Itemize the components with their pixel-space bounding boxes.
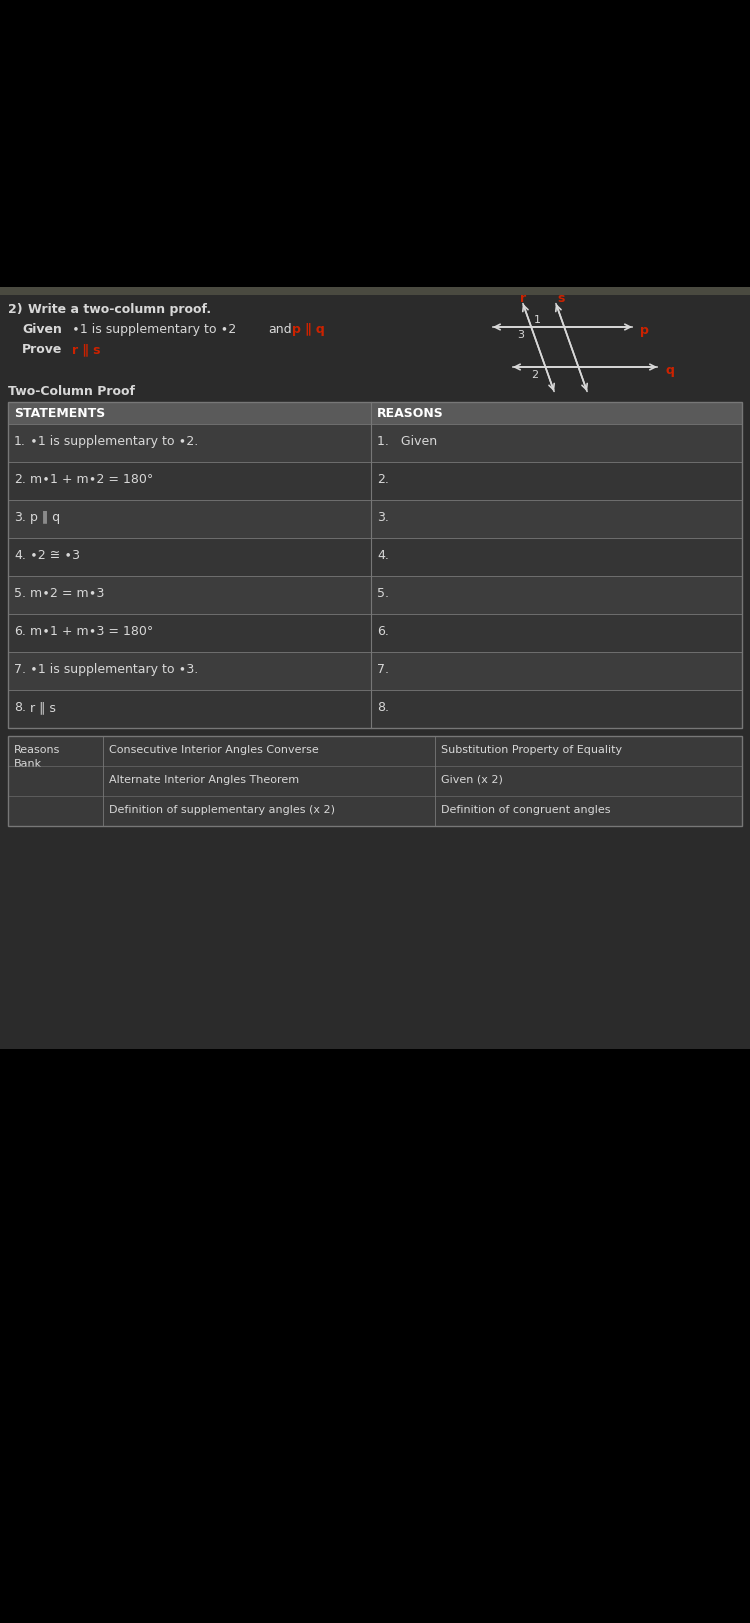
- Text: 6.: 6.: [377, 625, 388, 638]
- Bar: [0, 295, 750, 1050]
- Text: 6.: 6.: [14, 625, 26, 638]
- Bar: [8, 403, 742, 729]
- Text: Two-Column Proof: Two-Column Proof: [8, 385, 135, 398]
- Text: Bank: Bank: [14, 758, 42, 769]
- Text: q: q: [665, 364, 674, 377]
- Text: ∙1 is supplementary to ∙2.: ∙1 is supplementary to ∙2.: [30, 435, 198, 448]
- Text: m∙1 + m∙3 = 180°: m∙1 + m∙3 = 180°: [30, 625, 153, 638]
- Bar: [8, 463, 742, 500]
- Text: Definition of congruent angles: Definition of congruent angles: [441, 805, 610, 815]
- Bar: [8, 690, 742, 729]
- Text: r: r: [520, 292, 526, 305]
- Bar: [8, 403, 742, 425]
- Text: m∙2 = m∙3: m∙2 = m∙3: [30, 586, 104, 599]
- Bar: [8, 652, 742, 690]
- Text: 2.: 2.: [14, 472, 26, 485]
- Bar: [8, 737, 742, 826]
- Text: Alternate Interior Angles Theorem: Alternate Interior Angles Theorem: [109, 774, 299, 784]
- Text: Definition of supplementary angles (x 2): Definition of supplementary angles (x 2): [109, 805, 335, 815]
- Bar: [0, 287, 750, 295]
- Text: Given (x 2): Given (x 2): [441, 774, 503, 784]
- Text: ∙1 is supplementary to ∙2: ∙1 is supplementary to ∙2: [72, 323, 236, 336]
- Text: p ∥ q: p ∥ q: [292, 323, 325, 336]
- Text: 5.: 5.: [14, 586, 26, 599]
- Text: Given: Given: [22, 323, 62, 336]
- Text: 7.: 7.: [14, 662, 26, 675]
- Text: 3.: 3.: [377, 511, 388, 524]
- Text: 5.: 5.: [377, 586, 389, 599]
- Text: p ∥ q: p ∥ q: [30, 511, 60, 524]
- Text: 7.: 7.: [377, 662, 389, 675]
- Text: REASONS: REASONS: [377, 407, 444, 420]
- Text: Write a two-column proof.: Write a two-column proof.: [28, 304, 211, 316]
- Text: 4.: 4.: [14, 549, 26, 562]
- Text: Consecutive Interior Angles Converse: Consecutive Interior Angles Converse: [109, 745, 319, 755]
- Bar: [8, 737, 742, 826]
- Text: and: and: [268, 323, 292, 336]
- Bar: [8, 425, 742, 463]
- Text: r ∥ s: r ∥ s: [30, 701, 56, 714]
- Text: ∙1 is supplementary to ∙3.: ∙1 is supplementary to ∙3.: [30, 662, 198, 675]
- Text: s: s: [557, 292, 564, 305]
- Text: 2.: 2.: [377, 472, 388, 485]
- Bar: [8, 576, 742, 615]
- Text: 3: 3: [518, 329, 524, 339]
- Text: r ∥ s: r ∥ s: [72, 342, 100, 355]
- Bar: [8, 539, 742, 576]
- Text: Reasons: Reasons: [14, 745, 60, 755]
- Text: Substitution Property of Equality: Substitution Property of Equality: [441, 745, 622, 755]
- Text: 3.: 3.: [14, 511, 26, 524]
- Text: p: p: [640, 325, 649, 338]
- Text: 1.: 1.: [14, 435, 26, 448]
- Text: 2): 2): [8, 304, 22, 316]
- Text: STATEMENTS: STATEMENTS: [14, 407, 105, 420]
- Bar: [8, 500, 742, 539]
- Text: 8.: 8.: [377, 701, 389, 714]
- Text: 1.   Given: 1. Given: [377, 435, 437, 448]
- Text: 1: 1: [534, 315, 542, 325]
- Text: ∙2 ≅ ∙3: ∙2 ≅ ∙3: [30, 549, 80, 562]
- Text: 8.: 8.: [14, 701, 26, 714]
- Text: 2: 2: [532, 370, 538, 380]
- Text: 4.: 4.: [377, 549, 388, 562]
- Text: Prove: Prove: [22, 342, 62, 355]
- Text: m∙1 + m∙2 = 180°: m∙1 + m∙2 = 180°: [30, 472, 153, 485]
- Bar: [8, 615, 742, 652]
